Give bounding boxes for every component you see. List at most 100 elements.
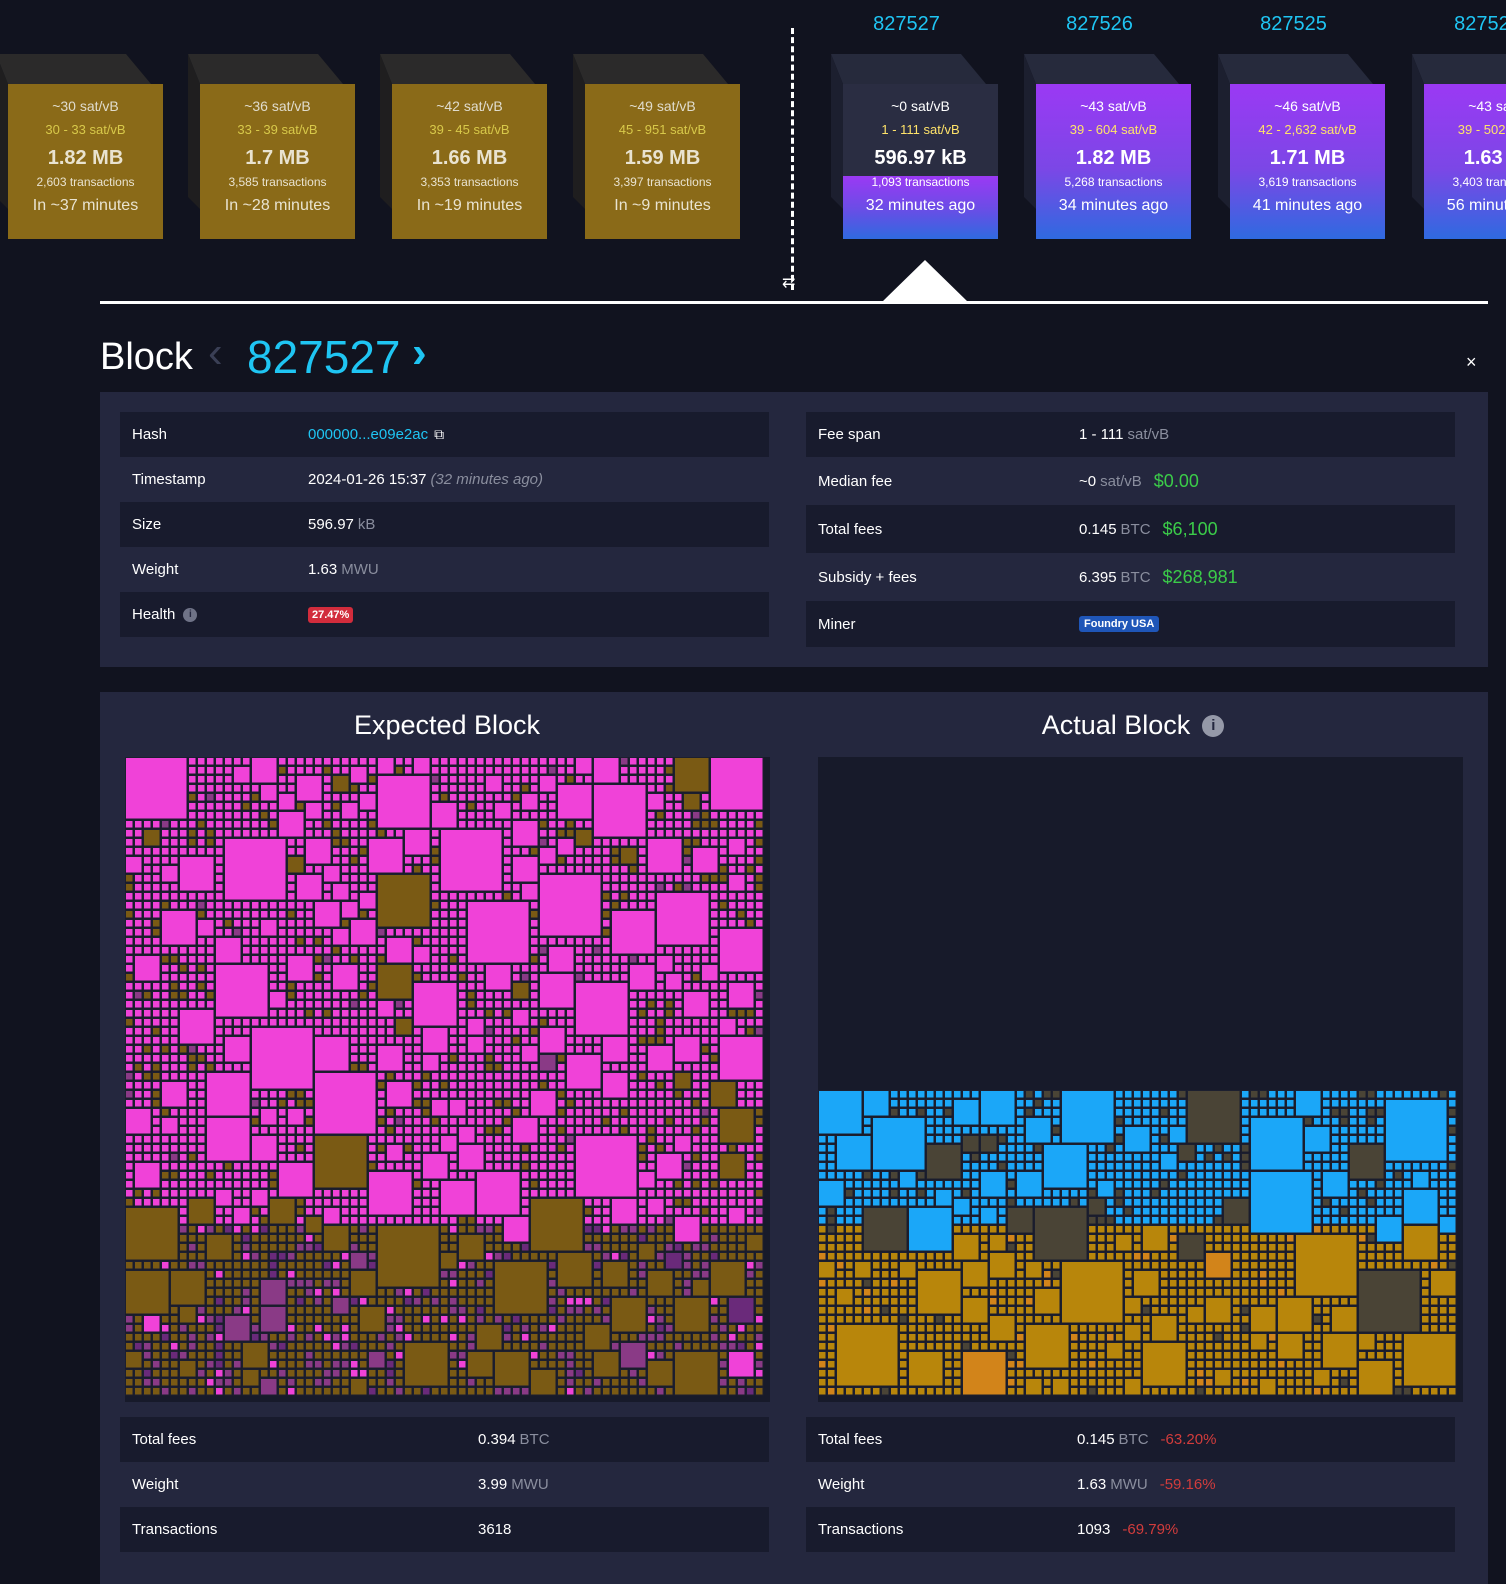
transaction-square[interactable] [467, 1009, 476, 1018]
transaction-square[interactable] [377, 1369, 386, 1378]
transaction-square[interactable] [161, 1144, 170, 1153]
transaction-square[interactable] [494, 802, 512, 820]
transaction-square[interactable] [1376, 1261, 1385, 1270]
transaction-square[interactable] [647, 955, 656, 964]
transaction-square[interactable] [710, 1036, 719, 1045]
transaction-square[interactable] [665, 784, 674, 793]
transaction-square[interactable] [521, 1108, 530, 1117]
transaction-square[interactable] [845, 1306, 854, 1315]
transaction-square[interactable] [1016, 1144, 1025, 1153]
transaction-square[interactable] [701, 1189, 710, 1198]
transaction-square[interactable] [134, 1369, 143, 1378]
transaction-square[interactable] [125, 946, 134, 955]
transaction-square[interactable] [242, 1162, 251, 1171]
transaction-square[interactable] [1052, 1126, 1061, 1135]
transaction-square[interactable] [179, 955, 188, 964]
transaction-square[interactable] [953, 1342, 962, 1351]
transaction-square[interactable] [737, 1018, 746, 1027]
transaction-square[interactable] [746, 1279, 755, 1288]
transaction-square[interactable] [872, 1279, 881, 1288]
transaction-square[interactable] [827, 1207, 836, 1216]
transaction-square[interactable] [296, 1306, 305, 1315]
transaction-square[interactable] [287, 757, 296, 766]
transaction-square[interactable] [395, 1378, 404, 1387]
transaction-square[interactable] [512, 1324, 521, 1333]
transaction-square[interactable] [863, 1207, 908, 1252]
transaction-square[interactable] [575, 1342, 584, 1351]
transaction-square[interactable] [1169, 1279, 1178, 1288]
transaction-square[interactable] [746, 1270, 755, 1279]
transaction-square[interactable] [359, 847, 368, 856]
transaction-square[interactable] [296, 1261, 305, 1270]
pending-block[interactable]: ~30 sat/vB 30 - 33 sat/vB 1.82 MB 2,603 … [0, 54, 163, 239]
transaction-square[interactable] [449, 964, 458, 973]
transaction-square[interactable] [1061, 1198, 1070, 1207]
transaction-square[interactable] [1196, 1342, 1205, 1351]
transaction-square[interactable] [953, 1387, 962, 1396]
transaction-square[interactable] [341, 1000, 350, 1009]
transaction-square[interactable] [728, 1378, 737, 1387]
transaction-square[interactable] [341, 1018, 350, 1027]
transaction-square[interactable] [1286, 1252, 1295, 1261]
transaction-square[interactable] [1322, 1324, 1331, 1333]
transaction-square[interactable] [188, 1234, 197, 1243]
transaction-square[interactable] [575, 1333, 584, 1342]
transaction-square[interactable] [260, 829, 269, 838]
transaction-square[interactable] [368, 1036, 377, 1045]
transaction-square[interactable] [647, 1036, 656, 1045]
transaction-square[interactable] [305, 982, 314, 991]
transaction-square[interactable] [179, 1261, 188, 1270]
transaction-square[interactable] [584, 820, 593, 829]
transaction-square[interactable] [701, 1099, 710, 1108]
transaction-square[interactable] [710, 1207, 719, 1216]
transaction-square[interactable] [395, 1342, 404, 1351]
transaction-square[interactable] [557, 829, 566, 838]
transaction-square[interactable] [1160, 1288, 1169, 1297]
transaction-square[interactable] [503, 991, 512, 1000]
transaction-square[interactable] [647, 901, 656, 910]
transaction-square[interactable] [332, 1018, 341, 1027]
transaction-square[interactable] [917, 1333, 926, 1342]
transaction-square[interactable] [1439, 1261, 1448, 1270]
transaction-square[interactable] [890, 1288, 899, 1297]
transaction-square[interactable] [647, 1009, 656, 1018]
transaction-square[interactable] [701, 1198, 710, 1207]
transaction-square[interactable] [584, 1225, 593, 1234]
transaction-square[interactable] [1394, 1387, 1403, 1396]
transaction-square[interactable] [161, 820, 170, 829]
transaction-square[interactable] [251, 955, 260, 964]
transaction-square[interactable] [899, 1360, 908, 1369]
transaction-square[interactable] [593, 1090, 602, 1099]
transaction-square[interactable] [395, 757, 404, 766]
transaction-square[interactable] [1205, 1342, 1214, 1351]
transaction-square[interactable] [1448, 1099, 1457, 1108]
transaction-square[interactable] [1187, 1387, 1196, 1396]
transaction-square[interactable] [719, 1333, 728, 1342]
transaction-square[interactable] [467, 1171, 476, 1180]
transaction-square[interactable] [1313, 1216, 1322, 1225]
transaction-square[interactable] [719, 982, 728, 991]
transaction-square[interactable] [1214, 1153, 1223, 1162]
transaction-square[interactable] [323, 865, 341, 883]
transaction-square[interactable] [728, 901, 737, 910]
transaction-square[interactable] [422, 1207, 431, 1216]
transaction-square[interactable] [242, 1261, 251, 1270]
transaction-square[interactable] [1088, 1225, 1097, 1234]
transaction-square[interactable] [1385, 1198, 1394, 1207]
transaction-square[interactable] [503, 1324, 512, 1333]
transaction-square[interactable] [359, 820, 368, 829]
transaction-square[interactable] [548, 1261, 557, 1270]
transaction-square[interactable] [485, 1063, 494, 1072]
transaction-square[interactable] [1421, 1270, 1430, 1279]
transaction-square[interactable] [179, 1378, 188, 1387]
transaction-square[interactable] [1277, 1360, 1286, 1369]
transaction-square[interactable] [530, 1072, 539, 1081]
transaction-square[interactable] [872, 1171, 881, 1180]
transaction-square[interactable] [566, 1288, 575, 1297]
transaction-square[interactable] [152, 982, 161, 991]
transaction-square[interactable] [179, 1045, 188, 1054]
transaction-square[interactable] [683, 1189, 692, 1198]
transaction-square[interactable] [1394, 1243, 1403, 1252]
transaction-square[interactable] [305, 910, 314, 919]
transaction-square[interactable] [161, 1189, 170, 1198]
